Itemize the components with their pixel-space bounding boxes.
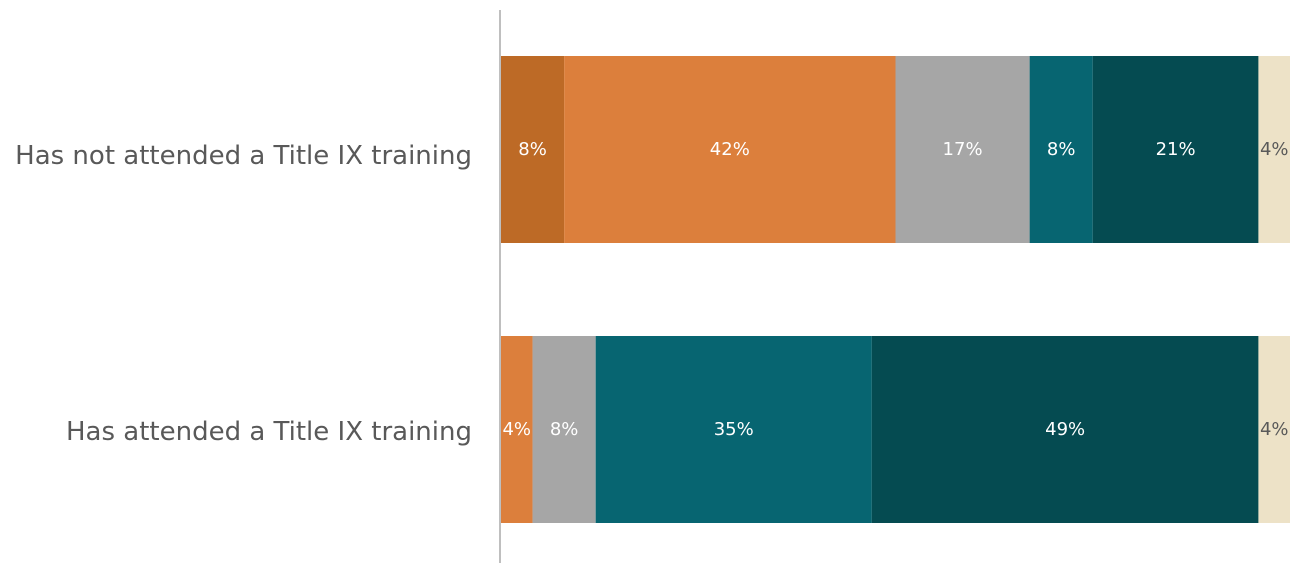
bar-segment-row1-seg4	[1029, 56, 1093, 243]
data-label-row2-seg3: 8%	[550, 419, 579, 440]
data-label-row1-seg4: 8%	[1047, 139, 1076, 160]
data-label-row2-seg4: 35%	[714, 419, 754, 440]
bar-segment-row2-seg2	[501, 336, 533, 523]
bars-layer: 8% 42% 17% 8% 21% 4% 4% 8% 35% 49% 4%	[501, 56, 1290, 523]
data-label-row1-seg2: 42%	[710, 139, 750, 160]
data-label-row2-seg2: 4%	[502, 419, 531, 440]
bar-segment-row1-seg6	[1258, 56, 1290, 243]
category-label-attended: Has attended a Title IX training	[66, 417, 472, 447]
bar-segment-row1-seg3	[895, 56, 1030, 243]
bar-segment-row2-seg5	[871, 336, 1259, 523]
bar-segment-row2-seg6	[1258, 336, 1290, 523]
data-label-row1-seg3: 17%	[943, 139, 983, 160]
bar-segment-row2-seg4	[595, 336, 872, 523]
bar-segment-row2-seg3	[532, 336, 596, 523]
bar-segment-row1-seg5	[1092, 56, 1259, 243]
data-label-row2-seg6: 4%	[1260, 419, 1289, 440]
data-label-row1-seg5: 21%	[1156, 139, 1196, 160]
bar-segment-row1-seg1	[501, 56, 565, 243]
data-label-row1-seg1: 8%	[518, 139, 547, 160]
category-label-not-attended: Has not attended a Title IX training	[15, 141, 472, 171]
data-label-row1-seg6: 4%	[1260, 139, 1289, 160]
data-label-row2-seg5: 49%	[1045, 419, 1085, 440]
bar-segment-row1-seg2	[564, 56, 896, 243]
